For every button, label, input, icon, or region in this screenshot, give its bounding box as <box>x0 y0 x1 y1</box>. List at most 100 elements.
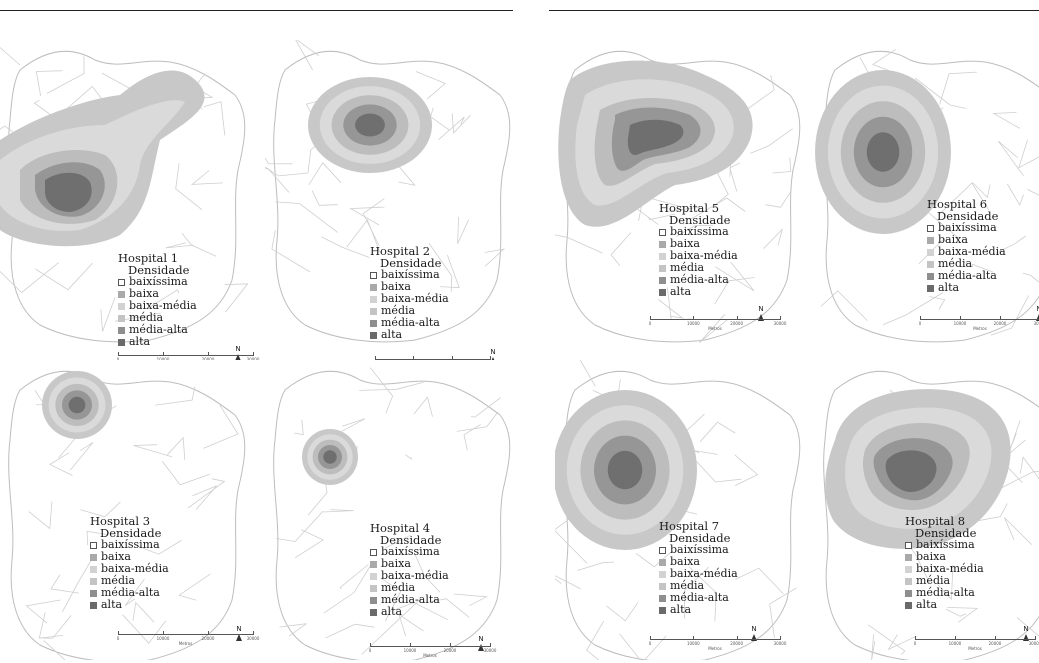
scale-tick-label: 10000 <box>953 321 967 326</box>
legend: Hospital 3 Densidade baixíssima baixa baixa-… <box>90 515 169 611</box>
map-panel-hospital-5: Hospital 5 Densidade baixíssima baixa baixa-… <box>555 40 815 360</box>
district-line <box>349 206 385 226</box>
density-map <box>265 40 511 343</box>
north-arrow-icon: N <box>755 305 767 321</box>
district-line <box>619 633 667 660</box>
legend-item: baixíssima <box>659 226 738 238</box>
district-line <box>25 599 61 624</box>
district-line <box>1018 139 1039 169</box>
district-line <box>947 607 979 623</box>
district-line <box>294 529 324 559</box>
district-line <box>28 501 53 530</box>
district-line <box>928 296 946 310</box>
legend-swatch <box>659 288 666 296</box>
legend-item: média <box>90 575 169 587</box>
map-title: Hospital 5 <box>659 201 720 215</box>
scale-tick-label: 30000 <box>773 321 787 326</box>
legend-heading: Densidade <box>669 213 731 227</box>
legend-item: baixa-média <box>370 293 449 305</box>
north-arrow-icon: N <box>1033 305 1039 321</box>
map-title: Hospital 8 <box>905 514 966 528</box>
legend-heading: Densidade <box>669 531 731 545</box>
legend-item: baixa <box>927 234 1006 246</box>
district-line <box>428 598 470 618</box>
district-line <box>175 163 203 211</box>
density-surface <box>42 371 112 439</box>
district-line <box>86 530 108 546</box>
density-ring <box>355 113 385 137</box>
density-ring <box>866 132 900 172</box>
district-line <box>265 167 290 193</box>
legend-swatch <box>905 553 912 561</box>
legend-item: baixa <box>905 551 984 563</box>
north-label: N <box>478 635 484 643</box>
legend-label: média <box>670 579 705 592</box>
scale-tick-label: 20000 <box>730 641 744 646</box>
legend-swatch <box>370 295 377 303</box>
district-line <box>1000 471 1039 489</box>
legend-label: média <box>670 261 705 274</box>
district-line <box>669 206 701 212</box>
north-label: N <box>751 625 757 633</box>
district-line <box>325 623 375 639</box>
district-line <box>939 71 977 105</box>
district-line <box>610 232 632 267</box>
legend-label: baixa <box>381 557 411 570</box>
district-line <box>385 534 411 554</box>
district-line <box>271 230 311 273</box>
density-map <box>273 367 511 660</box>
district-line <box>939 182 990 215</box>
legend-item: média <box>659 262 738 274</box>
district-line <box>294 419 304 436</box>
legend-label: baixa <box>129 287 159 300</box>
district-line <box>323 509 354 513</box>
legend-heading: Densidade <box>915 526 977 540</box>
north-label: N <box>236 625 242 633</box>
legend-item: média <box>927 258 1006 270</box>
legend-swatch <box>90 589 97 597</box>
legend-item: média-alta <box>659 274 738 286</box>
district-line <box>882 292 944 326</box>
legend-item: alta <box>927 282 1006 294</box>
legend-swatch <box>659 582 666 590</box>
legend-heading: Densidade <box>380 533 442 547</box>
district-line <box>635 552 671 568</box>
scale-unit: Metros <box>178 641 193 646</box>
legend-label: baixa-média <box>129 299 197 312</box>
district-line <box>769 587 797 638</box>
district-line <box>577 561 615 571</box>
district-line <box>279 623 307 637</box>
density-map <box>815 49 1039 343</box>
north-label: N <box>1023 625 1029 633</box>
density-surface <box>308 77 432 173</box>
legend: Hospital 8 Densidade baixíssima baixa baixa-… <box>905 515 984 611</box>
district-line <box>820 290 868 321</box>
legend-item: baixíssima <box>905 539 984 551</box>
district-line <box>339 564 369 590</box>
legend-swatch <box>659 570 666 578</box>
district-line <box>321 236 370 258</box>
district-line <box>606 602 639 622</box>
district-line <box>124 578 145 606</box>
district-line <box>46 56 85 94</box>
scale-tick-label: 30000 <box>1028 641 1039 646</box>
district-line <box>689 453 742 483</box>
scale-tick-label: 20000 <box>201 357 215 360</box>
legend-label: média <box>101 574 136 587</box>
legend-swatch <box>370 572 377 580</box>
scale-tick-label: 10000 <box>156 357 170 360</box>
district-line <box>914 77 966 109</box>
legend-label: média-alta <box>101 586 160 599</box>
district-line <box>380 577 402 622</box>
district-line <box>361 598 422 655</box>
district-line <box>977 503 1008 522</box>
density-ring <box>44 172 92 212</box>
legend-label: baixa-média <box>916 562 984 575</box>
district-line <box>359 381 424 391</box>
district-line <box>992 112 1020 129</box>
legend-swatch <box>90 553 97 561</box>
district-line <box>295 40 320 71</box>
